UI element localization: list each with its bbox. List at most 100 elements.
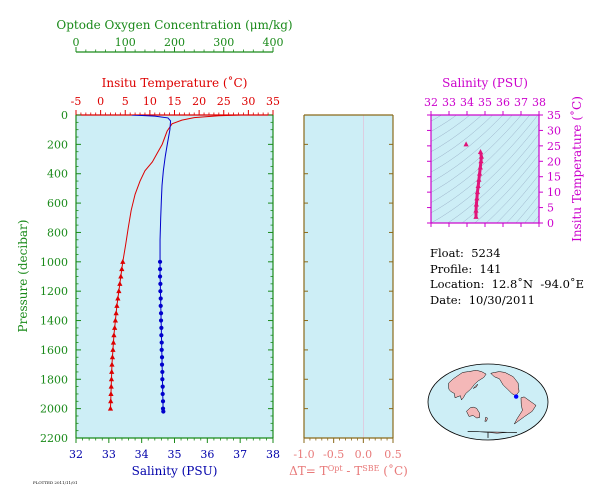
float-info: Float: 5234 Profile: 141 Location: 12.8˚…: [430, 246, 584, 308]
ts-salinity-tick-label: 35: [478, 96, 492, 109]
salinity-tick-label: 36: [200, 448, 214, 461]
oxygen-tick-label: 100: [115, 36, 136, 49]
temperature-marker: [116, 288, 122, 294]
pressure-tick-label: 1600: [40, 344, 68, 357]
temperature-marker: [110, 346, 116, 352]
temperature-marker: [109, 368, 115, 374]
temperature-tick-label: 30: [241, 95, 255, 108]
location: Location: 12.8˚N -94.0˚E: [430, 277, 585, 291]
salinity-marker: [158, 289, 163, 294]
float-id: Float: 5234: [430, 246, 501, 260]
density-contour: [431, 0, 539, 30]
temperature-marker: [109, 361, 115, 367]
density-contour: [431, 115, 539, 214]
salinity-marker: [158, 303, 163, 308]
temperature-marker: [110, 339, 117, 345]
temperature-tick-label: 25: [217, 95, 231, 108]
ts-temperature-tick-label: 25: [547, 140, 561, 153]
salinity-marker: [160, 399, 166, 404]
delta-t-axis-title: ΔT= TOpt - TSBE (˚C): [289, 463, 408, 478]
salinity-tick-label: 37: [233, 448, 247, 461]
profile-number: Profile: 141: [430, 261, 502, 276]
temperature-marker: [114, 302, 120, 308]
float-location-marker: [513, 394, 519, 399]
temperature-tick-label: 0: [97, 95, 104, 108]
salinity-marker: [159, 325, 164, 330]
temperature-marker: [108, 376, 115, 382]
density-contour: [431, 0, 539, 40]
salinity-marker: [159, 333, 164, 338]
density-contours: [431, 0, 539, 223]
ts-temperature-tick-label: 20: [547, 155, 561, 168]
pressure-tick-label: 1200: [40, 285, 68, 298]
density-contour: [431, 115, 513, 183]
ts-temperature-tick-label: 5: [547, 202, 554, 215]
ts-temperature-title: Insitu Temperature (˚C): [569, 96, 584, 242]
temperature-marker: [112, 324, 118, 330]
pressure-tick-label: 1000: [40, 256, 68, 269]
pressure-tick-label: 400: [47, 168, 68, 181]
salinity-marker: [157, 274, 163, 279]
salinity-marker: [158, 318, 164, 323]
delta-t-plot-area: [304, 115, 393, 438]
pressure-tick-label: 2000: [40, 403, 68, 416]
density-contour: [506, 184, 539, 223]
density-contour: [431, 115, 504, 173]
oxygen-tick-label: 300: [213, 36, 234, 49]
salinity-tick-label: 34: [135, 448, 149, 461]
salinity-marker: [160, 384, 165, 389]
profile-series-group: [107, 115, 242, 414]
temperature-axis-title: Insitu Temperature (˚C): [102, 75, 248, 90]
temperature-marker: [108, 398, 114, 404]
ts-salinity-tick-label: 37: [514, 96, 528, 109]
footer-note: PLOTTED 2011/11/01: [33, 480, 78, 485]
temperature-marker: [111, 332, 117, 338]
temperature-marker: [118, 273, 124, 279]
map-japan: [473, 383, 479, 389]
delta-t-tick-label: -0.5: [323, 448, 344, 461]
density-contour: [431, 115, 483, 152]
map-south-america: [514, 396, 537, 425]
ts-temperature-tick-label: 35: [547, 109, 561, 122]
density-contour: [431, 0, 539, 60]
density-contour: [431, 0, 539, 70]
density-contour: [431, 0, 539, 80]
density-contour: [431, 115, 531, 203]
salinity-marker: [159, 362, 165, 367]
density-contour: [431, 115, 494, 163]
ts-temperature-tick-label: 15: [547, 171, 561, 184]
salinity-marker: [159, 355, 165, 360]
temperature-marker: [113, 310, 119, 316]
density-contour: [461, 143, 539, 223]
ts-series-group: [463, 141, 484, 219]
density-contour: [431, 115, 471, 142]
salinity-axis-title: Salinity (PSU): [132, 464, 218, 478]
temperature-marker: [117, 280, 123, 286]
salinity-marker: [158, 296, 163, 301]
temperature-tick-label: 5: [122, 95, 129, 108]
ts-salinity-tick-label: 32: [424, 96, 438, 109]
temperature-tick-label: 35: [266, 95, 280, 108]
salinity-marker: [159, 340, 164, 345]
temperature-marker: [109, 354, 116, 360]
density-contour: [431, 115, 458, 132]
temperature-tick-label: 20: [192, 95, 206, 108]
oxygen-axis-title: Optode Oxygen Concentration (μm/kg): [56, 18, 292, 32]
salinity-marker: [159, 347, 164, 353]
ts-salinity-tick-label: 36: [496, 96, 510, 109]
density-contour: [447, 133, 539, 223]
salinity-tick-label: 38: [266, 448, 280, 461]
pressure-tick-label: 600: [47, 197, 68, 210]
temperature-marker: [120, 258, 126, 264]
pressure-tick-label: 200: [47, 138, 68, 151]
world-map: [427, 363, 549, 441]
temperature-tick-label: 15: [168, 95, 182, 108]
density-contour: [474, 154, 539, 223]
salinity-marker: [160, 391, 165, 397]
oxygen-tick-label: 0: [73, 36, 80, 49]
map-australia: [466, 406, 480, 419]
pressure-tick-label: 0: [61, 109, 68, 122]
salinity-tick-label: 33: [102, 448, 116, 461]
density-contour: [431, 0, 539, 9]
